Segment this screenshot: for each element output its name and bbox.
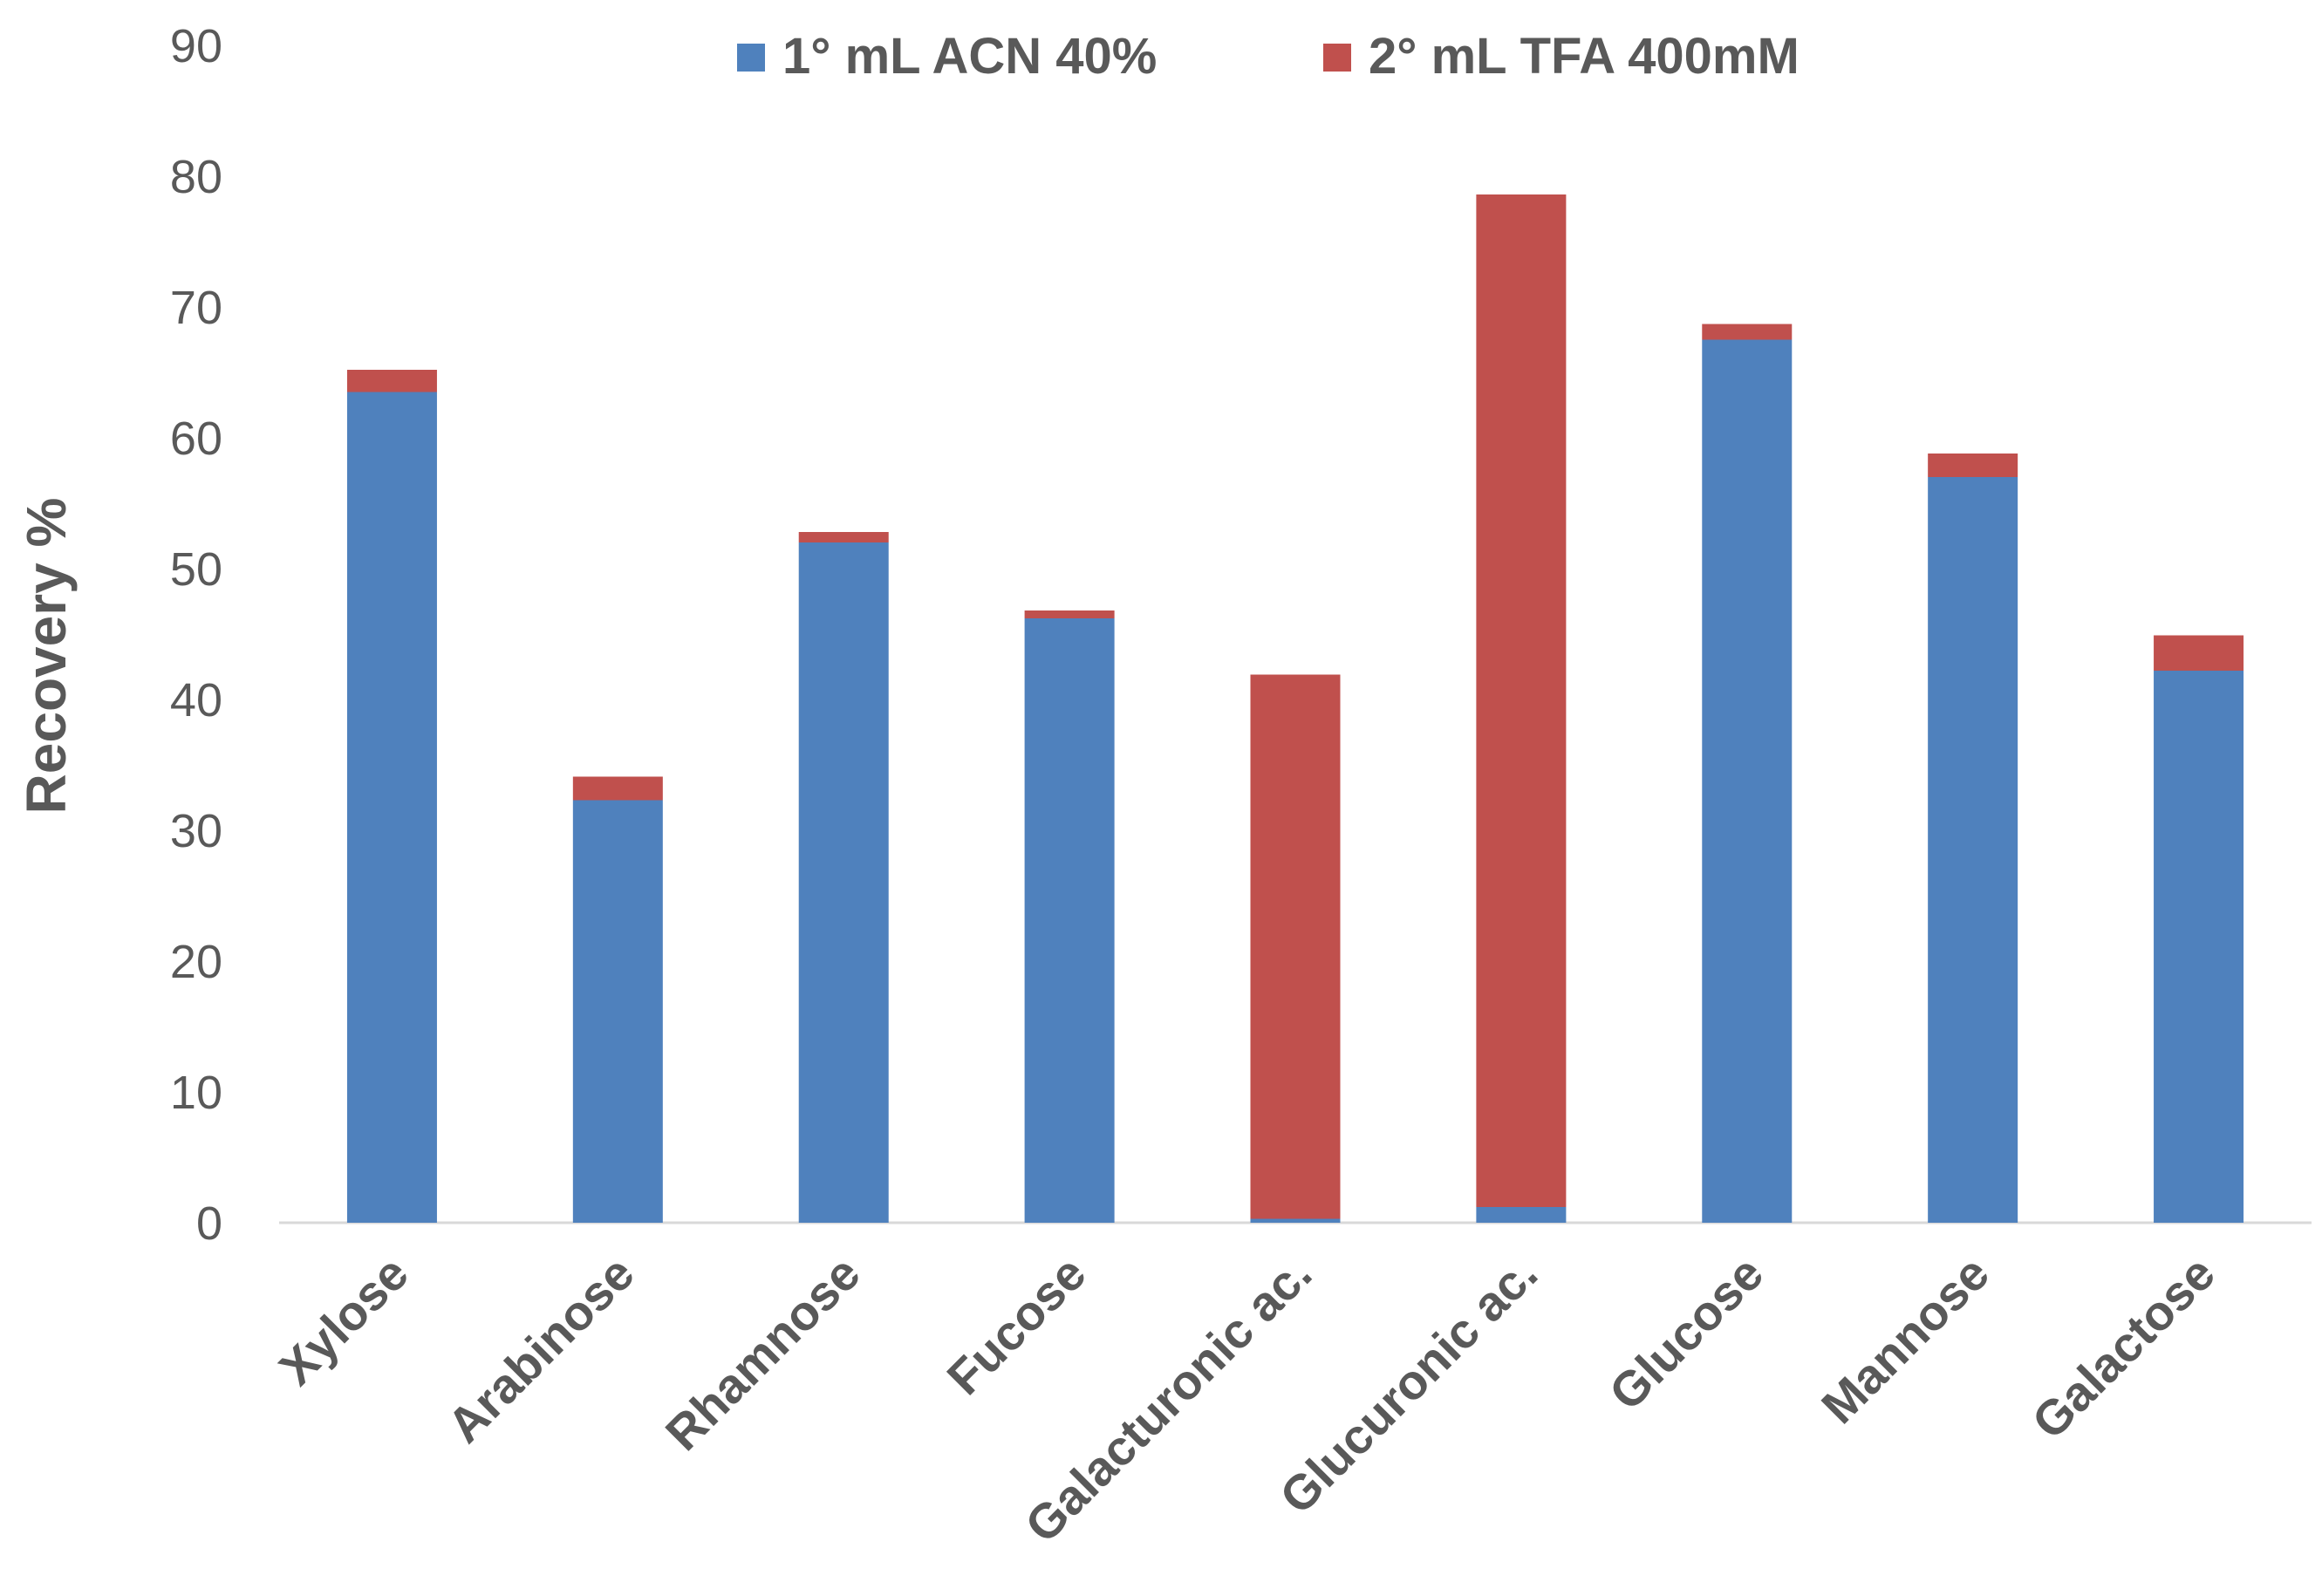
- y-tick-label: 50: [170, 543, 222, 596]
- legend-label: 2° mL TFA 400mM: [1369, 28, 1800, 85]
- bar-tfa-galacturonic-ac: [1250, 674, 1341, 1219]
- bar-tfa-glucuronic-ac: [1476, 194, 1567, 1207]
- bar-acn-mannose: [1928, 477, 2018, 1223]
- y-tick-label: 60: [170, 413, 222, 465]
- x-category-label: Arabinose: [437, 1245, 645, 1453]
- bar-tfa-mannose: [1928, 454, 2018, 477]
- bar-acn-fucose: [1024, 618, 1115, 1223]
- x-category-label: Fucose: [936, 1245, 1096, 1405]
- category-labels: Xylose Arabinose Rhamnose FucoseGalacturoni…: [269, 1245, 2225, 1553]
- legend-swatch: [737, 44, 765, 72]
- y-tick-label: 90: [170, 20, 222, 72]
- legend-swatch: [1323, 44, 1351, 72]
- bar-acn-galacturonic-ac: [1250, 1218, 1341, 1223]
- bar-acn-rhamnose: [798, 542, 889, 1223]
- bar-acn-arabinose: [572, 800, 663, 1223]
- x-category-label: Xylose: [269, 1245, 419, 1395]
- bar-tfa-rhamnose: [798, 532, 889, 542]
- x-category-label: Galactose: [2021, 1245, 2225, 1449]
- bar-tfa-xylose: [346, 370, 437, 392]
- bar-acn-xylose: [346, 392, 437, 1223]
- y-tick-label: 20: [170, 936, 222, 988]
- bars-group: [346, 194, 2244, 1223]
- bar-tfa-fucose: [1024, 610, 1115, 618]
- bar-acn-glucuronic-ac: [1476, 1207, 1567, 1223]
- y-tick-label: 70: [170, 282, 222, 334]
- y-tick-label: 0: [196, 1197, 222, 1250]
- y-tick-label: 30: [170, 805, 222, 857]
- bar-acn-glucose: [1702, 339, 1793, 1223]
- legend: 1° mL ACN 40% 2° mL TFA 400mM: [737, 28, 1800, 85]
- y-tick-label: 10: [170, 1067, 222, 1119]
- y-tick-label: 80: [170, 151, 222, 203]
- y-tick-label: 40: [170, 674, 222, 726]
- x-category-label: Glucose: [1598, 1245, 1773, 1421]
- bar-tfa-arabinose: [572, 776, 663, 801]
- legend-label: 1° mL ACN 40%: [782, 28, 1157, 85]
- bar-tfa-galactose: [2154, 635, 2244, 671]
- bar-acn-galactose: [2154, 671, 2244, 1223]
- x-category-label: Rhamnose: [655, 1245, 871, 1461]
- x-category-label: Mannose: [1811, 1245, 1999, 1434]
- y-axis-title: Recovery %: [15, 498, 78, 815]
- bar-tfa-glucose: [1702, 324, 1793, 340]
- y-axis-ticks: 0 10 20 30 40 50 60 70 80 90: [170, 20, 222, 1250]
